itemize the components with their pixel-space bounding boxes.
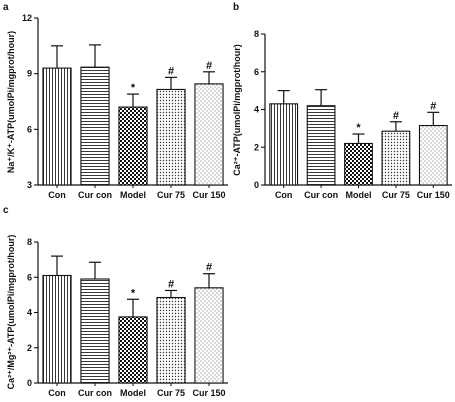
x-tick-label: Cur 150 xyxy=(417,190,450,200)
y-tick-label: 12 xyxy=(22,13,32,23)
x-tick-label: Model xyxy=(346,190,372,200)
y-tick-label: 6 xyxy=(254,67,259,77)
bar xyxy=(156,88,186,186)
x-tick-label: Con xyxy=(275,190,293,200)
y-axis-label: Ca²⁺/Mg²⁺-ATP(umolPi/mgprot/hour) xyxy=(6,235,16,390)
bar xyxy=(156,296,186,384)
chart-panel-a: 3 6 9 12 Na⁺/K⁺-ATP(umolPi/mgprot/hour) Con Cu… xyxy=(6,13,228,200)
significance-mark: * xyxy=(131,287,136,299)
significance-mark: # xyxy=(206,262,212,274)
chart-panel-c: 0 2 4 6 8 Ca²⁺/Mg²⁺-ATP(umolPi/mgprot/hour) Co… xyxy=(6,235,228,398)
y-tick-label: 0 xyxy=(254,180,259,190)
y-tick-label: 9 xyxy=(27,69,32,79)
bar xyxy=(194,83,224,186)
significance-mark: * xyxy=(131,82,136,94)
bar xyxy=(42,67,72,186)
x-tick-label: Cur 150 xyxy=(192,388,225,398)
y-axis-label: Na⁺/K⁺-ATP(umolPi/mgprot/hour) xyxy=(6,31,16,173)
significance-mark: # xyxy=(168,65,174,77)
significance-mark: # xyxy=(168,278,174,290)
x-tick-label: Cur 75 xyxy=(382,190,410,200)
chart-panel-b: 0 2 4 6 8 Ca²⁺-ATP(umolPi/mgprot/hour) Con Cur … xyxy=(232,29,452,200)
bar xyxy=(118,106,148,186)
significance-mark: * xyxy=(356,122,361,134)
y-tick-label: 3 xyxy=(27,180,32,190)
panel-letter-c: c xyxy=(3,205,9,216)
y-tick-label: 8 xyxy=(27,237,32,247)
x-tick-label: Cur 150 xyxy=(192,190,225,200)
y-tick-label: 2 xyxy=(254,142,259,152)
significance-mark: # xyxy=(393,110,399,122)
x-tick-label: Model xyxy=(120,388,146,398)
y-tick-label: 6 xyxy=(27,124,32,134)
x-tick-label: Model xyxy=(120,190,146,200)
significance-mark: # xyxy=(206,60,212,72)
bar xyxy=(306,105,336,186)
y-axis-label: Ca²⁺-ATP(umolPi/mgprot/hour) xyxy=(232,44,242,176)
x-tick-label: Con xyxy=(48,190,66,200)
bar xyxy=(80,66,110,186)
y-tick-label: 4 xyxy=(27,308,32,318)
bar xyxy=(269,103,299,186)
x-tick-label: Cur 75 xyxy=(157,388,185,398)
x-tick-label: Cur 75 xyxy=(157,190,185,200)
y-tick-label: 4 xyxy=(254,105,259,115)
bar xyxy=(194,287,224,384)
x-tick-label: Cur con xyxy=(304,190,338,200)
bar xyxy=(42,274,72,384)
x-tick-label: Cur con xyxy=(78,190,112,200)
bar xyxy=(381,130,411,186)
y-tick-label: 2 xyxy=(27,343,32,353)
x-tick-label: Cur con xyxy=(78,388,112,398)
y-tick-label: 0 xyxy=(27,378,32,388)
bar xyxy=(418,124,448,186)
y-tick-label: 6 xyxy=(27,272,32,282)
y-tick-label: 8 xyxy=(254,29,259,39)
bar xyxy=(80,278,110,384)
panel-letter-a: a xyxy=(3,2,9,13)
bar xyxy=(118,316,148,384)
significance-mark: # xyxy=(430,100,436,112)
x-tick-label: Con xyxy=(48,388,66,398)
panel-letter-b: b xyxy=(233,2,239,13)
bar xyxy=(344,142,373,186)
